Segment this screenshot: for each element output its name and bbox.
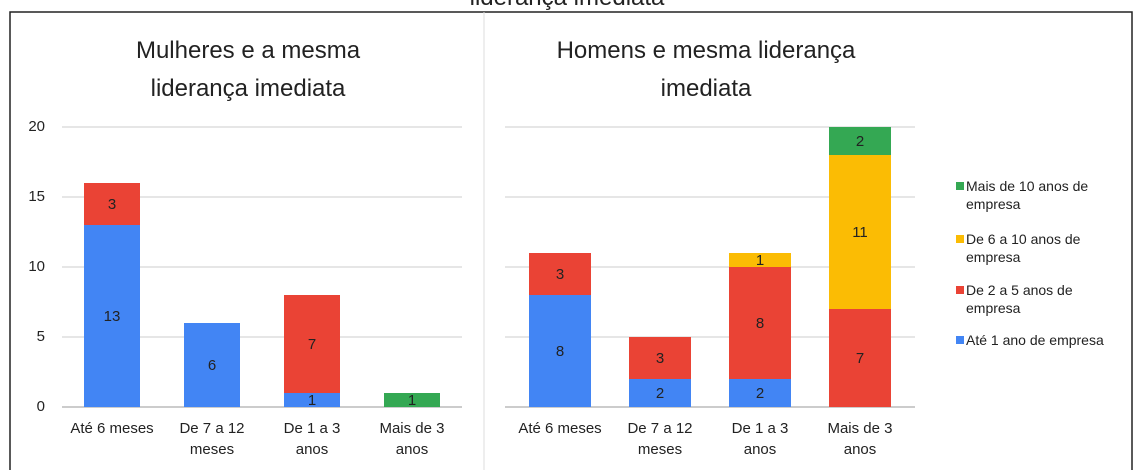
legend-entry: Mais de 10 anos de empresa <box>956 177 1126 213</box>
value-label: 7 <box>856 350 864 367</box>
bar-segment <box>184 323 240 407</box>
x-tick-label: Mais de 3 anos <box>827 420 893 458</box>
bar-segment <box>384 393 440 407</box>
x-tick-label: De 7 a 12 meses <box>179 420 245 458</box>
value-label: 3 <box>108 196 116 213</box>
y-tick-label: 0 <box>37 398 45 415</box>
frame <box>9 11 1133 470</box>
value-label: 8 <box>556 343 564 360</box>
value-label: 1 <box>408 392 416 409</box>
value-label: 3 <box>556 266 564 283</box>
value-label: 8 <box>756 315 764 332</box>
value-label: 2 <box>856 133 864 150</box>
value-label: 6 <box>208 357 216 374</box>
x-tick-label: Mais de 3 anos <box>379 420 445 458</box>
y-tick-label: 5 <box>37 328 45 345</box>
value-label: 1 <box>308 392 316 409</box>
legend-entry: Até 1 ano de empresa <box>956 331 1126 349</box>
x-tick-label: Até 6 meses <box>518 420 602 437</box>
x-tick-label: Até 6 meses <box>70 420 154 437</box>
bar-segment <box>829 127 891 155</box>
value-label: 7 <box>308 336 316 353</box>
bar-segment <box>629 379 691 407</box>
bar-segment <box>284 393 340 407</box>
legend-swatch <box>956 182 964 190</box>
bar-segment <box>529 253 591 295</box>
y-tick-label: 15 <box>28 188 45 205</box>
bar-segment <box>284 295 340 393</box>
value-label: 1 <box>756 252 764 269</box>
y-tick-label: 10 <box>28 258 45 275</box>
value-label: 13 <box>104 308 121 325</box>
chart-title: Mulheres e a mesma liderança imediata <box>135 37 361 102</box>
chart-title: Homens e mesma liderança imediata <box>556 37 856 102</box>
x-tick-label: De 1 a 3 anos <box>731 420 789 458</box>
value-label: 2 <box>756 385 764 402</box>
legend-swatch <box>956 286 964 294</box>
legend-entry: De 6 a 10 anos de empresa <box>956 230 1126 266</box>
page-title: liderança imediata <box>367 0 767 13</box>
bar-segment <box>729 253 791 267</box>
value-label: 11 <box>852 224 868 241</box>
x-tick-label: De 1 a 3 anos <box>283 420 341 458</box>
x-tick-label: De 7 a 12 meses <box>627 420 693 458</box>
legend-entry: De 2 a 5 anos de empresa <box>956 281 1126 317</box>
bar-segment <box>529 295 591 407</box>
bar-segment <box>729 379 791 407</box>
bar-segment <box>84 225 140 407</box>
bar-segment <box>84 183 140 225</box>
bar-segment <box>829 155 891 309</box>
y-tick-label: 20 <box>28 118 45 135</box>
value-label: 2 <box>656 385 664 402</box>
value-label: 3 <box>656 350 664 367</box>
bar-segment <box>629 337 691 379</box>
legend-swatch <box>956 336 964 344</box>
legend-swatch <box>956 235 964 243</box>
bar-segment <box>729 267 791 379</box>
bar-segment <box>829 309 891 407</box>
